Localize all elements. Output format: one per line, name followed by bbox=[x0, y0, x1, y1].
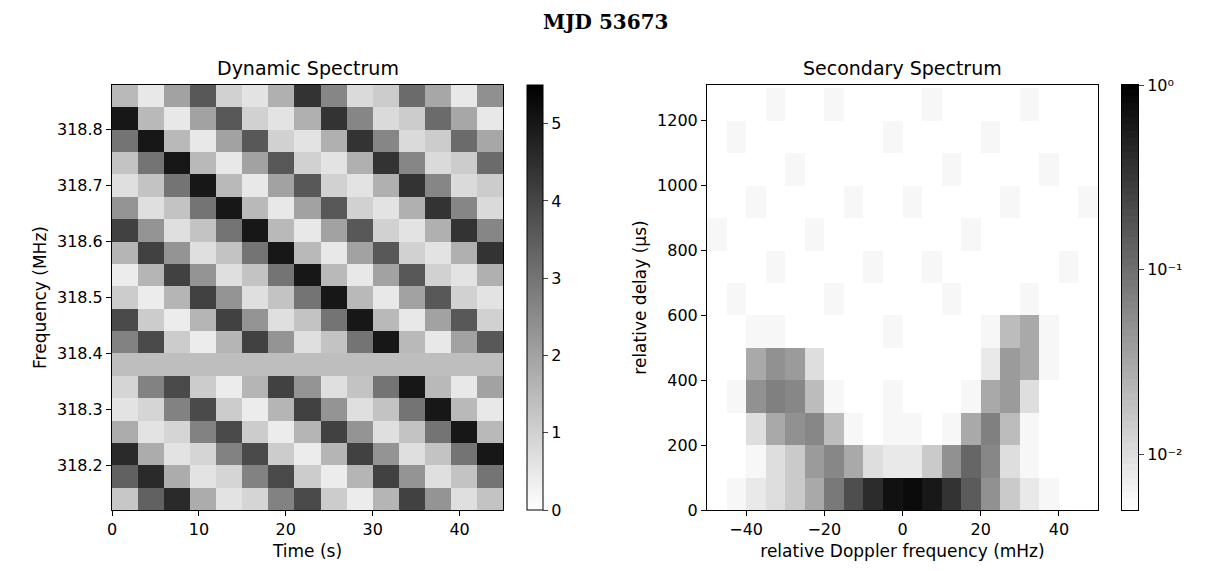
svg-text:318.8: 318.8 bbox=[57, 120, 103, 139]
svg-text:0: 0 bbox=[688, 501, 698, 520]
svg-text:40: 40 bbox=[1049, 520, 1069, 539]
svg-text:Dynamic Spectrum: Dynamic Spectrum bbox=[217, 57, 399, 79]
svg-text:0: 0 bbox=[107, 520, 117, 539]
svg-text:4: 4 bbox=[551, 192, 561, 211]
svg-text:600: 600 bbox=[667, 306, 698, 325]
svg-text:318.3: 318.3 bbox=[57, 400, 103, 419]
svg-text:−40: −40 bbox=[729, 520, 763, 539]
svg-text:10⁰: 10⁰ bbox=[1147, 76, 1174, 95]
svg-text:0: 0 bbox=[897, 520, 907, 539]
svg-text:0: 0 bbox=[551, 501, 561, 520]
svg-text:−20: −20 bbox=[807, 520, 841, 539]
svg-text:400: 400 bbox=[667, 371, 698, 390]
svg-text:200: 200 bbox=[667, 436, 698, 455]
svg-text:5: 5 bbox=[551, 114, 561, 133]
svg-text:318.4: 318.4 bbox=[57, 344, 103, 363]
svg-text:20: 20 bbox=[971, 520, 991, 539]
svg-text:800: 800 bbox=[667, 241, 698, 260]
svg-text:1200: 1200 bbox=[657, 111, 698, 130]
svg-text:MJD 53673: MJD 53673 bbox=[543, 10, 669, 34]
svg-text:10⁻²: 10⁻² bbox=[1147, 445, 1182, 464]
svg-text:30: 30 bbox=[362, 520, 382, 539]
svg-text:3: 3 bbox=[551, 269, 561, 288]
svg-text:Time (s): Time (s) bbox=[272, 541, 342, 561]
svg-text:318.6: 318.6 bbox=[57, 232, 103, 251]
svg-text:Secondary Spectrum: Secondary Spectrum bbox=[803, 57, 1002, 79]
svg-text:40: 40 bbox=[449, 520, 469, 539]
svg-text:10: 10 bbox=[189, 520, 209, 539]
svg-text:1000: 1000 bbox=[657, 176, 698, 195]
svg-text:20: 20 bbox=[276, 520, 296, 539]
svg-text:318.2: 318.2 bbox=[57, 456, 103, 475]
svg-text:relative delay (μs): relative delay (μs) bbox=[630, 220, 650, 374]
svg-text:1: 1 bbox=[551, 423, 561, 442]
svg-text:318.7: 318.7 bbox=[57, 176, 103, 195]
svg-text:relative Doppler frequency (mH: relative Doppler frequency (mHz) bbox=[760, 541, 1044, 561]
svg-text:Frequency (MHz): Frequency (MHz) bbox=[30, 226, 50, 369]
svg-text:10⁻¹: 10⁻¹ bbox=[1147, 260, 1182, 279]
svg-text:2: 2 bbox=[551, 346, 561, 365]
svg-text:318.5: 318.5 bbox=[57, 288, 103, 307]
